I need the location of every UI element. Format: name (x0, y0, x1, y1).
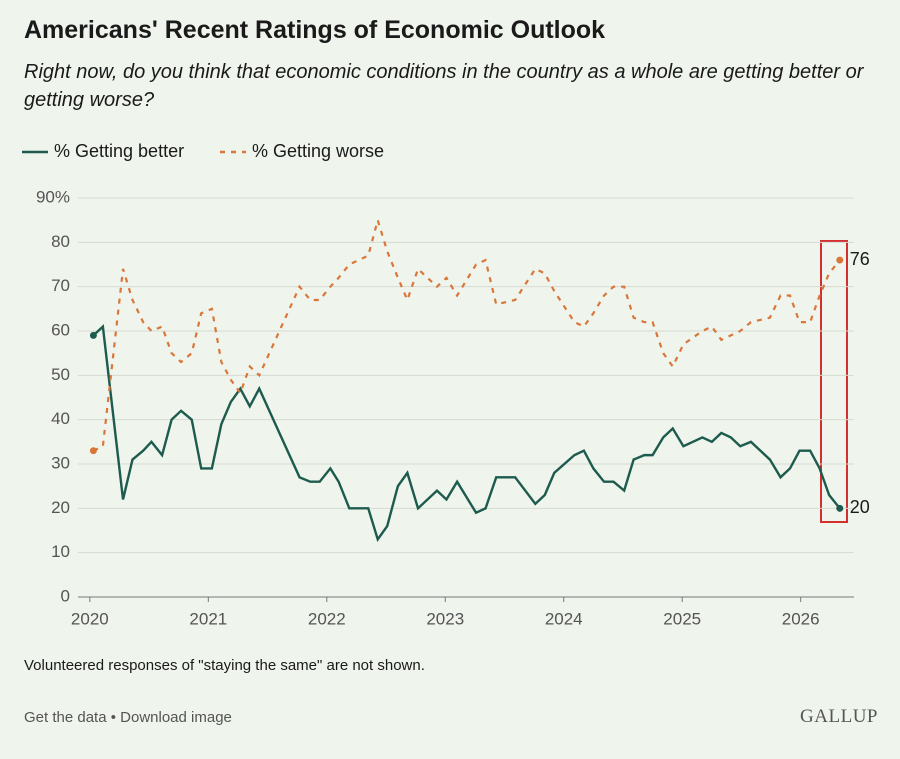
end-label: 20 (850, 497, 870, 517)
legend-label: % Getting better (54, 141, 184, 161)
y-tick-label: 20 (51, 498, 70, 517)
end-label: 76 (850, 249, 870, 269)
highlight-box (820, 240, 848, 523)
end-dot (836, 504, 844, 512)
chart: 0 10 20 30 40 50 60 70 80 90% 2020 2021 2022 2023 2024… (22, 141, 870, 628)
y-tick-label: 40 (51, 409, 70, 428)
end-dot (836, 256, 844, 264)
y-tick-label: 60 (51, 320, 70, 339)
chart-title: Americans' Recent Ratings of Economic Ou… (24, 16, 606, 44)
x-tick-label: 2022 (308, 609, 346, 628)
chart-subtitle: Right now, do you think that economic co… (24, 61, 864, 111)
links: Get the data • Download image (24, 709, 232, 726)
end-dot (89, 447, 97, 455)
y-tick-label: 0 (61, 586, 70, 605)
x-tick-label: 2026 (782, 609, 820, 628)
x-tick-label: 2025 (663, 609, 701, 628)
x-tick-label: 2021 (189, 609, 227, 628)
series-line (92, 216, 841, 452)
x-tick-label: 2023 (426, 609, 464, 628)
end-dot (89, 331, 97, 339)
y-tick-label: 10 (51, 542, 70, 561)
y-tick-label: 80 (51, 232, 70, 251)
series-line (92, 324, 841, 543)
x-tick-label: 2024 (545, 609, 583, 628)
y-tick-label: 90% (36, 187, 70, 206)
legend-label: % Getting worse (252, 141, 384, 161)
x-tick-label: 2020 (71, 609, 109, 628)
y-tick-label: 30 (51, 453, 70, 472)
brand: GALLUP (800, 706, 878, 727)
link[interactable]: Get the data (24, 709, 107, 726)
note: Volunteered responses of "staying the sa… (24, 657, 425, 674)
y-tick-label: 70 (51, 276, 70, 295)
link[interactable]: Download image (120, 709, 232, 726)
y-tick-label: 50 (51, 365, 70, 384)
